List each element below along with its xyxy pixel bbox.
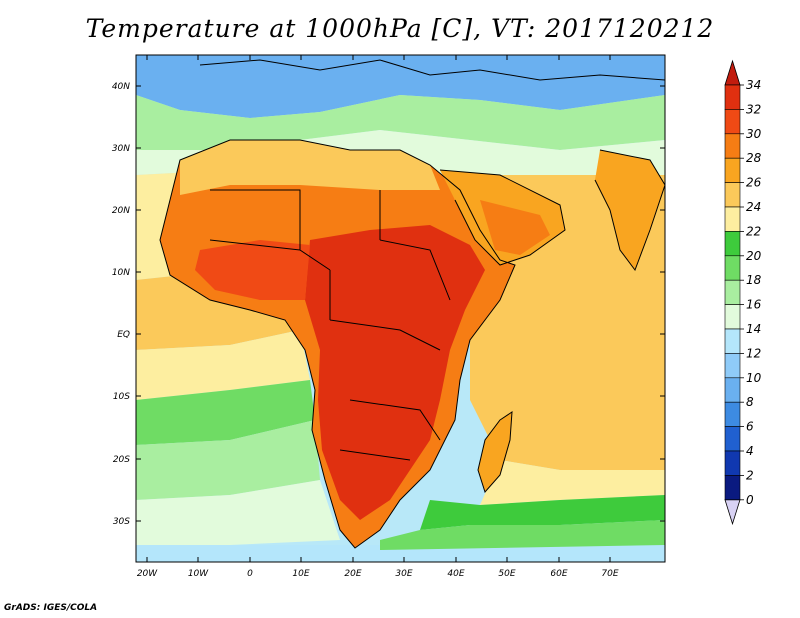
colorbar-segment bbox=[724, 255, 741, 281]
colorbar-label: 34 bbox=[746, 78, 761, 92]
colorbar-label: 0 bbox=[746, 493, 754, 507]
lat-tick-label: 10S bbox=[113, 392, 130, 402]
colorbar-label: 18 bbox=[746, 273, 762, 287]
colorbar-label: 20 bbox=[746, 249, 762, 263]
colorbar-segment bbox=[724, 133, 741, 159]
colorbar-label: 28 bbox=[746, 151, 762, 165]
colorbar-label: 6 bbox=[746, 420, 754, 434]
lon-tick-label: 0 bbox=[247, 569, 253, 579]
lon-tick-label: 30E bbox=[395, 569, 412, 579]
colorbar-segment bbox=[724, 450, 741, 476]
colorbar-label: 12 bbox=[746, 346, 761, 360]
map-frame bbox=[135, 54, 666, 563]
colorbar-bottom-arrow bbox=[724, 499, 741, 526]
colorbar-segment bbox=[724, 353, 741, 379]
lat-tick-label: 40N bbox=[112, 82, 130, 92]
lat-tick-label: 30N bbox=[112, 144, 130, 154]
colorbar-top-arrow bbox=[724, 59, 741, 86]
colorbar-segment bbox=[724, 157, 741, 183]
colorbar-label: 2 bbox=[746, 468, 754, 482]
colorbar-segment bbox=[724, 328, 741, 354]
colorbar-label: 26 bbox=[746, 176, 762, 190]
latitude-axis: 40N 30N 20N 10N EQ 10S 20S 30S bbox=[112, 82, 665, 527]
credit-label: GrADS: IGES/COLA bbox=[4, 603, 98, 613]
lat-tick-label: 20N bbox=[112, 206, 130, 216]
colorbar-segment bbox=[724, 109, 741, 135]
colorbar-segment bbox=[724, 206, 741, 232]
colorbar-label: 30 bbox=[746, 127, 762, 141]
colorbar-segment bbox=[724, 426, 741, 452]
lon-tick-label: 10W bbox=[188, 569, 209, 579]
colorbar-segment bbox=[724, 279, 741, 305]
colorbar-segment bbox=[724, 84, 741, 110]
colorbar-label: 16 bbox=[746, 298, 762, 312]
lat-tick-label: 30S bbox=[113, 517, 130, 527]
lon-tick-label: 60E bbox=[550, 569, 567, 579]
colorbar-label: 4 bbox=[746, 444, 754, 458]
map-title: Temperature at 1000hPa [C], VT: 20171202… bbox=[85, 14, 715, 43]
lat-tick-label: 10N bbox=[112, 268, 130, 278]
colorbar-label: 22 bbox=[746, 224, 761, 238]
colorbar-segment bbox=[724, 231, 741, 257]
colorbar-segment bbox=[724, 377, 741, 403]
colorbar-segment bbox=[724, 304, 741, 330]
colorbar-label: 8 bbox=[746, 395, 754, 409]
colorbar-segment bbox=[724, 182, 741, 208]
colorbar-segment bbox=[724, 401, 741, 427]
colorbar-segment bbox=[724, 475, 741, 501]
lon-tick-label: 20W bbox=[137, 569, 158, 579]
lon-tick-label: 40E bbox=[447, 569, 464, 579]
colorbar-label: 24 bbox=[746, 200, 761, 214]
coastlines bbox=[159, 59, 665, 549]
longitude-axis: 20W 10W 0 10E 20E 30E 40E 50E 60E 70E bbox=[137, 55, 619, 579]
lon-tick-label: 20E bbox=[344, 569, 361, 579]
madagascar bbox=[478, 412, 512, 492]
colorbar-label: 14 bbox=[746, 322, 761, 336]
colorbar-label: 32 bbox=[746, 102, 761, 116]
lon-tick-label: 10E bbox=[292, 569, 309, 579]
lon-tick-label: 50E bbox=[498, 569, 515, 579]
lon-tick-label: 70E bbox=[601, 569, 618, 579]
lat-tick-label: 20S bbox=[113, 455, 130, 465]
lat-tick-label: EQ bbox=[117, 330, 130, 340]
colorbar-label: 10 bbox=[746, 371, 762, 385]
